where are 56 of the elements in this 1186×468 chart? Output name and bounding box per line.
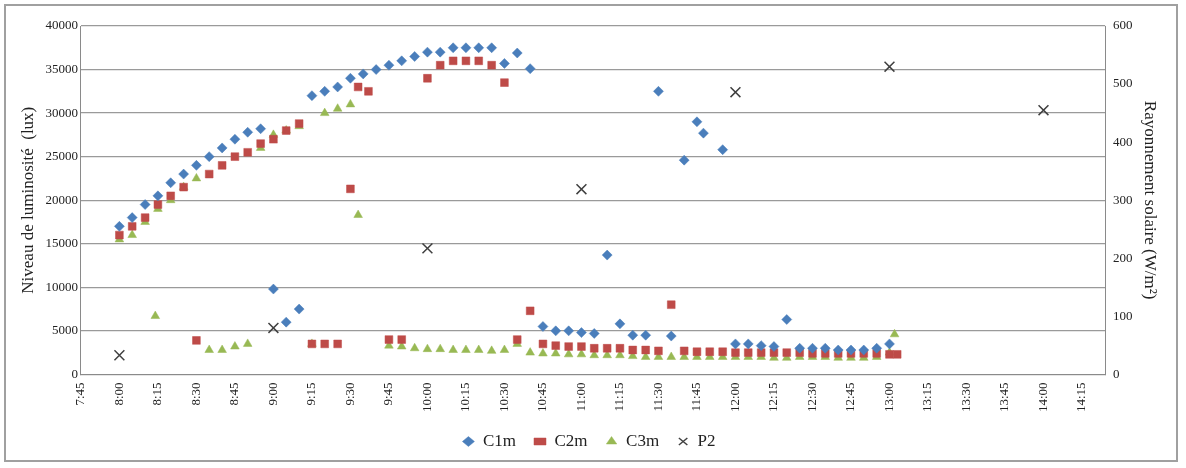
x-tick-label: 9:30 <box>341 382 357 406</box>
x-tick-label: 13:30 <box>957 382 973 413</box>
legend-label: C2m <box>554 430 588 450</box>
x-tick-label: 12:00 <box>726 382 742 413</box>
y-tick-label: 20000 <box>45 191 78 207</box>
y-tick-label: 25000 <box>45 148 78 164</box>
y-tick-label: 5000 <box>51 322 78 338</box>
x-tick-label: 10:30 <box>495 382 511 413</box>
y2-tick-label: 200 <box>1113 249 1133 265</box>
x-tick-label: 14:00 <box>1034 382 1050 413</box>
x-tick-label: 11:30 <box>649 382 665 412</box>
x-tick-label: 13:15 <box>919 382 935 413</box>
y-tick-label: 15000 <box>45 235 78 251</box>
legend-label: P2 <box>697 430 716 450</box>
x-tick-label: 8:00 <box>110 382 126 406</box>
x-tick-label: 13:45 <box>996 382 1012 413</box>
y2-tick-label: 500 <box>1113 75 1133 91</box>
x-tick-label: 11:45 <box>688 382 704 412</box>
x-tick-label: 8:30 <box>187 382 203 406</box>
point <box>267 322 280 334</box>
legend-label: C1m <box>482 430 516 450</box>
x-tick-label: 10:15 <box>457 382 473 413</box>
x-tick-label: 12:45 <box>842 382 858 413</box>
x-tick-label: 14:15 <box>1073 382 1089 413</box>
point <box>113 349 126 361</box>
y-tick-label: 30000 <box>45 104 78 120</box>
point <box>729 86 742 98</box>
x-tick-label: 12:30 <box>803 382 819 413</box>
y2-tick-label: 400 <box>1113 133 1133 149</box>
point <box>575 183 588 195</box>
x-tick-label: 11:15 <box>611 382 627 412</box>
x-tick-label: 12:15 <box>765 382 781 413</box>
y2-tick-label: 0 <box>1113 365 1120 381</box>
x-tick-label: 11:00 <box>572 382 588 412</box>
x-tick-label: 13:00 <box>880 382 896 413</box>
y2-tick-label: 100 <box>1113 307 1133 323</box>
y-tick-label: 0 <box>71 365 78 381</box>
x-tick-label: 10:00 <box>418 382 434 413</box>
x-tick-label: 9:15 <box>303 382 319 406</box>
x-tick-label: 7:45 <box>72 382 88 406</box>
y-axis-title: Niveau de luminosité (lux) <box>17 106 37 294</box>
y-tick-label: 10000 <box>45 278 78 294</box>
y-tick-label: 40000 <box>45 17 78 33</box>
y2-tick-label: 300 <box>1113 191 1133 207</box>
point <box>883 60 896 73</box>
legend-label: C3m <box>626 430 660 450</box>
y-tick-label: 35000 <box>45 60 78 76</box>
x-tick-label: 10:45 <box>534 382 550 413</box>
x-tick-label: 8:15 <box>149 382 165 406</box>
y2-axis-title: Rayonnement solaire (W/m²) <box>1141 100 1161 300</box>
y2-tick-label: 600 <box>1113 17 1133 33</box>
point <box>1037 104 1050 116</box>
x-tick-label: 9:00 <box>264 382 280 406</box>
x-tick-label: 9:45 <box>380 382 396 406</box>
x-tick-label: 8:45 <box>226 382 242 406</box>
point <box>421 242 434 255</box>
